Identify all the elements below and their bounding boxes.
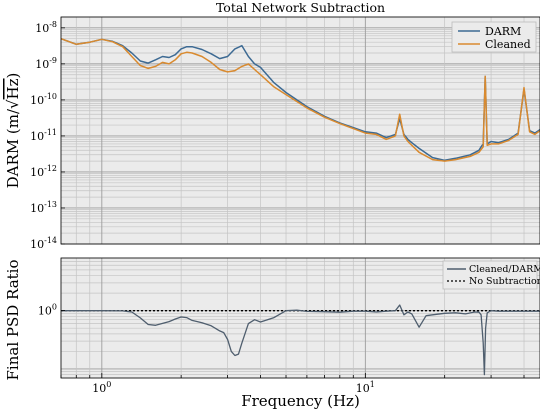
tick-exponent: -8 — [49, 20, 57, 29]
bottom-plot-frame — [60, 257, 540, 379]
tick-base: 10 — [30, 238, 44, 251]
series-line-ratio — [61, 304, 540, 376]
tick-base: 10 — [92, 382, 106, 395]
tick-exponent: 1 — [370, 380, 375, 389]
tick-base: 10 — [35, 58, 49, 71]
top-plot-frame — [60, 16, 540, 245]
tick-exponent: -14 — [44, 236, 57, 245]
ylabel-close: ) — [4, 73, 22, 79]
bottom-series-group — [61, 304, 540, 376]
ylabel-radical: Hz — [4, 78, 22, 99]
series-line-cleaned — [61, 37, 540, 162]
bottom-legend: Cleaned/DARM No Subtraction — [442, 260, 540, 290]
top-legend: DARM Cleaned — [451, 21, 537, 53]
y-tick-label-top: 10-9 — [35, 56, 57, 71]
tick-exponent: -11 — [44, 128, 57, 137]
tick-exponent: 0 — [106, 380, 111, 389]
ylabel-sqrt-symbol: √ — [4, 99, 22, 109]
tick-exponent: -13 — [44, 200, 57, 209]
bottom-legend-box — [442, 260, 538, 290]
x-axis-label: Frequency (Hz) — [241, 392, 360, 410]
tick-base: 10 — [30, 166, 44, 179]
tick-exponent: -9 — [49, 56, 57, 65]
y-tick-label-top: 10-14 — [30, 236, 57, 251]
tick-base: 10 — [35, 22, 49, 35]
y-tick-label-top: 10-8 — [35, 20, 57, 35]
tick-base: 10 — [30, 130, 44, 143]
tick-base: 10 — [356, 382, 370, 395]
tick-base: 10 — [30, 202, 44, 215]
top-series-group — [61, 37, 540, 162]
y-tick-label-top: 10-12 — [30, 164, 57, 179]
legend-label-no-subtraction: No Subtraction — [469, 276, 540, 287]
tick-exponent: -10 — [44, 92, 57, 101]
top-y-axis-label: DARM (m/√Hz) — [4, 73, 22, 189]
chart-title: Total Network Subtraction — [216, 0, 385, 15]
x-tick-label: 101 — [356, 380, 375, 395]
y-tick-label-top: 10-13 — [30, 200, 57, 215]
legend-label-darm: DARM — [485, 25, 521, 38]
y-tick-label-top: 10-11 — [30, 128, 57, 143]
tick-base: 10 — [30, 94, 44, 107]
tick-exponent: -12 — [44, 164, 57, 173]
y-tick-label-top: 10-10 — [30, 92, 57, 107]
top-grid — [60, 16, 540, 245]
ylabel-main: DARM (m/ — [4, 108, 22, 188]
top-legend-box — [451, 21, 537, 53]
legend-label-cleaned: Cleaned — [485, 38, 531, 51]
bottom-y-axis-label: Final PSD Ratio — [4, 260, 22, 381]
tick-exponent: 0 — [52, 303, 57, 312]
y-tick-label-bottom: 100 — [38, 303, 57, 318]
legend-label-ratio: Cleaned/DARM — [469, 264, 540, 275]
x-tick-label: 100 — [92, 380, 111, 395]
tick-base: 10 — [38, 305, 52, 318]
top-plot-area — [61, 17, 540, 244]
